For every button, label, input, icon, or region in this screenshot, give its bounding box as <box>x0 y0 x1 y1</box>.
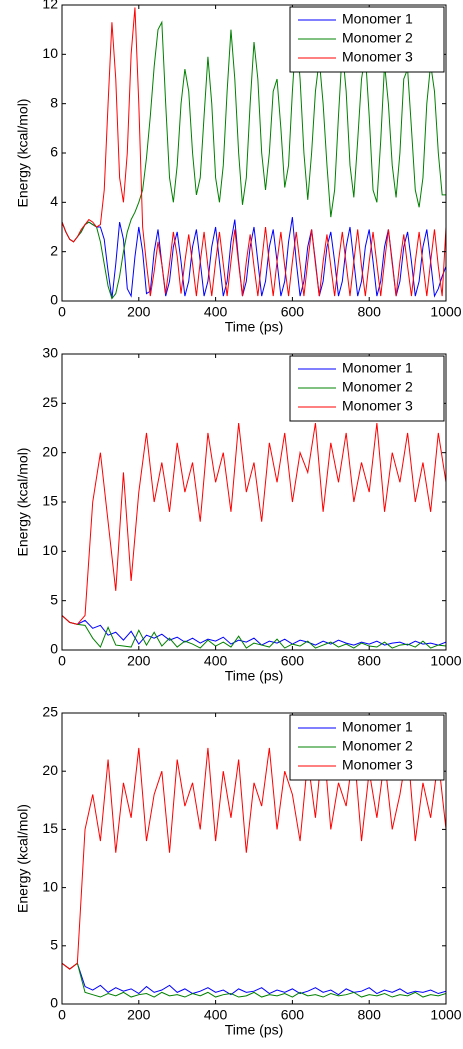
x-tick-label: 200 <box>127 1007 151 1023</box>
y-axis-label: Energy (kcal/mol) <box>15 448 31 557</box>
series-line <box>62 7 446 297</box>
y-tick-label: 6 <box>50 144 58 160</box>
y-tick-label: 5 <box>50 937 58 953</box>
legend-label: Monomer 3 <box>342 757 413 773</box>
y-tick-label: 20 <box>42 443 58 459</box>
series-line <box>62 962 446 998</box>
x-tick-label: 0 <box>58 653 66 669</box>
legend: Monomer 1 Monomer 2 Monomer 3 <box>289 6 445 73</box>
chart: 0 200 400 600 800 1000 0 2 4 6 8 10 12 Time (ps) Energ… <box>15 0 462 335</box>
y-tick-label: 0 <box>50 995 58 1011</box>
series-line <box>62 20 446 300</box>
x-tick-label: 800 <box>358 1007 382 1023</box>
y-tick-label: 4 <box>50 193 58 209</box>
x-tick-label: 1000 <box>430 653 461 669</box>
legend-label: Monomer 1 <box>342 11 413 27</box>
plot-area <box>62 422 446 649</box>
x-tick-label: 200 <box>127 653 151 669</box>
x-tick-label: 600 <box>281 653 305 669</box>
x-tick-label: 200 <box>127 304 151 320</box>
y-axis-label: Energy (kcal/mol) <box>15 99 31 208</box>
y-tick-label: 0 <box>50 641 58 657</box>
legend-label: Monomer 2 <box>342 379 413 395</box>
series-line <box>62 422 446 625</box>
x-tick-label: 400 <box>204 653 228 669</box>
plot-area <box>62 7 446 300</box>
legend: Monomer 1 Monomer 2 Monomer 3 <box>289 355 445 422</box>
y-tick-label: 20 <box>42 762 58 778</box>
x-tick-label: 400 <box>204 304 228 320</box>
axes-box <box>61 712 447 1005</box>
series-line <box>62 615 446 646</box>
x-tick-label: 1000 <box>430 1007 461 1023</box>
y-tick-label: 15 <box>42 820 58 836</box>
y-tick-label: 2 <box>50 242 58 258</box>
chart: 0 200 400 600 800 1000 0 5 10 15 20 25 Time (ps) Ener… <box>15 704 462 1038</box>
x-tick-label: 1000 <box>430 304 461 320</box>
x-tick-label: 600 <box>281 304 305 320</box>
series-line <box>62 217 446 299</box>
x-tick-label: 400 <box>204 1007 228 1023</box>
legend-label: Monomer 2 <box>342 30 413 46</box>
y-tick-label: 10 <box>42 878 58 894</box>
series-line <box>62 962 446 996</box>
legend-label: Monomer 1 <box>342 360 413 376</box>
legend-label: Monomer 3 <box>342 49 413 65</box>
legend-label: Monomer 2 <box>342 738 413 754</box>
x-tick-label: 0 <box>58 304 66 320</box>
y-axis-label: Energy (kcal/mol) <box>15 804 31 913</box>
chart: 0 200 400 600 800 1000 0 5 10 15 20 25 30 Time (ps) En… <box>15 345 462 684</box>
x-axis-label: Time (ps) <box>225 319 284 335</box>
legend-label: Monomer 3 <box>342 398 413 414</box>
y-tick-label: 0 <box>50 292 58 308</box>
y-tick-label: 5 <box>50 591 58 607</box>
series-line <box>62 615 446 649</box>
x-tick-label: 0 <box>58 1007 66 1023</box>
y-tick-label: 25 <box>42 394 58 410</box>
x-tick-label: 800 <box>358 653 382 669</box>
y-tick-label: 25 <box>42 704 58 720</box>
y-tick-label: 10 <box>42 45 58 61</box>
x-axis-label: Time (ps) <box>225 668 284 684</box>
y-tick-label: 12 <box>42 0 58 12</box>
legend: Monomer 1 Monomer 2 Monomer 3 <box>289 714 445 781</box>
x-axis-label: Time (ps) <box>225 1022 284 1038</box>
y-tick-label: 30 <box>42 345 58 361</box>
x-tick-label: 600 <box>281 1007 305 1023</box>
y-tick-label: 8 <box>50 94 58 110</box>
x-tick-label: 800 <box>358 304 382 320</box>
legend-label: Monomer 1 <box>342 719 413 735</box>
y-tick-label: 10 <box>42 542 58 558</box>
y-tick-label: 15 <box>42 493 58 509</box>
